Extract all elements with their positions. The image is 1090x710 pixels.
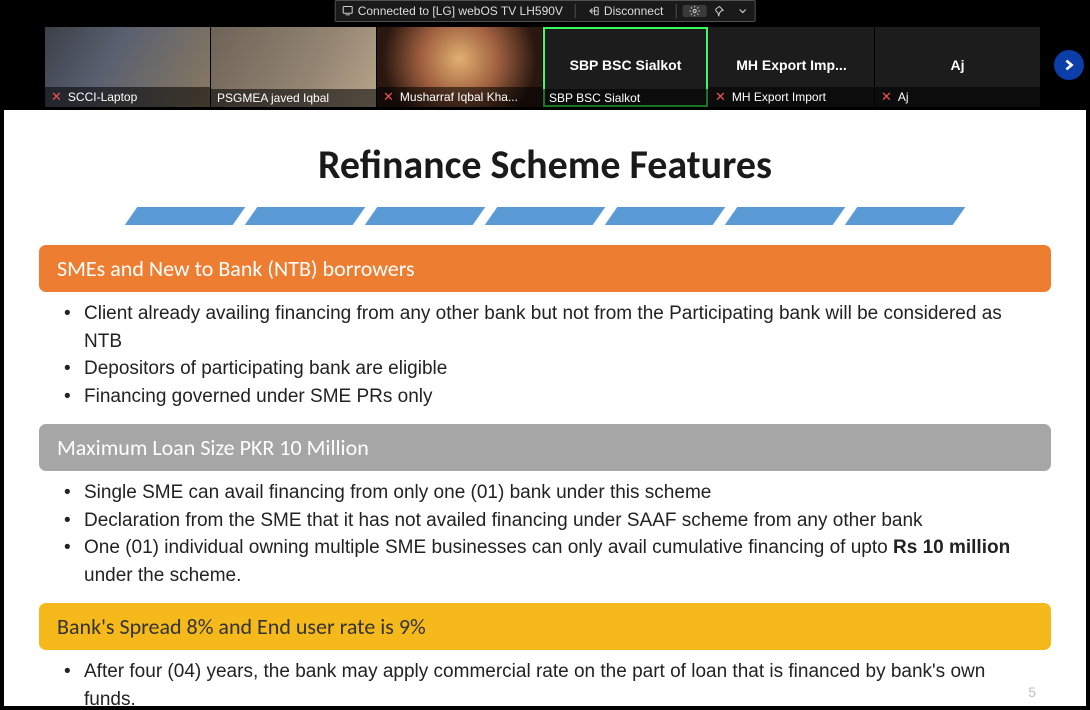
participant-name: Aj [898,90,909,104]
bullet-item: Depositors of participating bank are eli… [64,355,1026,383]
bullet-item: Client already availing financing from a… [64,300,1026,355]
cast-connection-bar: Connected to [LG] webOS TV LH590V Discon… [335,0,756,22]
divider-segment [365,207,486,225]
bullet-item: One (01) individual owning multiple SME … [64,534,1026,589]
participant-center-name: SBP BSC Sialkot [543,57,708,73]
chevron-down-icon [736,5,748,17]
gear-icon [688,5,700,17]
divider-segment [845,207,966,225]
participant-center-name: Aj [875,57,1040,73]
participant-label: ✕ MH Export Import [709,87,874,107]
participant-label: ✕ Aj [875,87,1040,107]
section-heading: Bank's Spread 8% and End user rate is 9% [39,603,1051,650]
participant-label: ✕ Musharraf Iqbal Kha... [377,87,542,107]
participant-label: ✕ SCCI-Laptop [45,87,210,107]
settings-button[interactable] [682,5,706,17]
disconnect-label: Disconnect [604,4,663,18]
participant-name: Musharraf Iqbal Kha... [400,90,518,104]
cast-icon [342,5,354,17]
participant-label: SBP BSC Sialkot [543,89,708,107]
shared-slide: Refinance Scheme Features SMEs and New t… [4,110,1086,706]
participant-tile[interactable]: SBP BSC Sialkot SBP BSC Sialkot [543,27,708,107]
bullet-item: After four (04) years, the bank may appl… [64,658,1026,706]
muted-icon: ✕ [51,89,62,105]
bullet-item: Single SME can avail financing from only… [64,479,1026,507]
muted-icon: ✕ [715,89,726,105]
participant-name: MH Export Import [732,90,826,104]
participant-name: PSGMEA javed Iqbal [217,91,329,105]
section-bullets: After four (04) years, the bank may appl… [4,650,1086,706]
participant-strip: ✕ SCCI-Laptop PSGMEA javed Iqbal ✕ Musharraf… [0,22,1090,110]
participant-name: SCCI-Laptop [68,90,137,104]
slide-page-number: 5 [1028,684,1036,700]
participant-tile[interactable]: ✕ SCCI-Laptop [45,27,210,107]
participant-tile[interactable]: Aj ✕ Aj [875,27,1040,107]
chevron-right-icon [1062,58,1076,72]
bullet-item: Financing governed under SME PRs only [64,383,1026,411]
divider-segment [125,207,246,225]
next-participants-button[interactable] [1054,50,1084,80]
divider-segment [725,207,846,225]
participant-tile[interactable]: MH Export Imp... ✕ MH Export Import [709,27,874,107]
disconnect-icon [588,5,600,17]
slide-divider [4,207,1086,225]
muted-icon: ✕ [881,89,892,105]
cast-status-text: Connected to [LG] webOS TV LH590V [358,4,563,18]
muted-icon: ✕ [383,89,394,105]
participant-name: SBP BSC Sialkot [549,91,640,105]
divider-segment [245,207,366,225]
pin-icon [712,5,724,17]
bullet-item: Declaration from the SME that it has not… [64,507,1026,535]
chevron-down-button[interactable] [730,5,754,17]
section-heading: Maximum Loan Size PKR 10 Million [39,424,1051,471]
divider-segment [485,207,606,225]
cast-status: Connected to [LG] webOS TV LH590V [336,4,569,18]
participant-tile[interactable]: ✕ Musharraf Iqbal Kha... [377,27,542,107]
disconnect-button[interactable]: Disconnect [582,4,669,18]
participant-tile[interactable]: PSGMEA javed Iqbal [211,27,376,107]
pin-button[interactable] [706,5,730,17]
slide-title: Refinance Scheme Features [4,140,1086,189]
divider-segment [605,207,726,225]
section-heading: SMEs and New to Bank (NTB) borrowers [39,245,1051,292]
section-bullets: Client already availing financing from a… [4,292,1086,424]
participant-label: PSGMEA javed Iqbal [211,89,376,107]
participant-center-name: MH Export Imp... [709,57,874,73]
section-bullets: Single SME can avail financing from only… [4,471,1086,603]
